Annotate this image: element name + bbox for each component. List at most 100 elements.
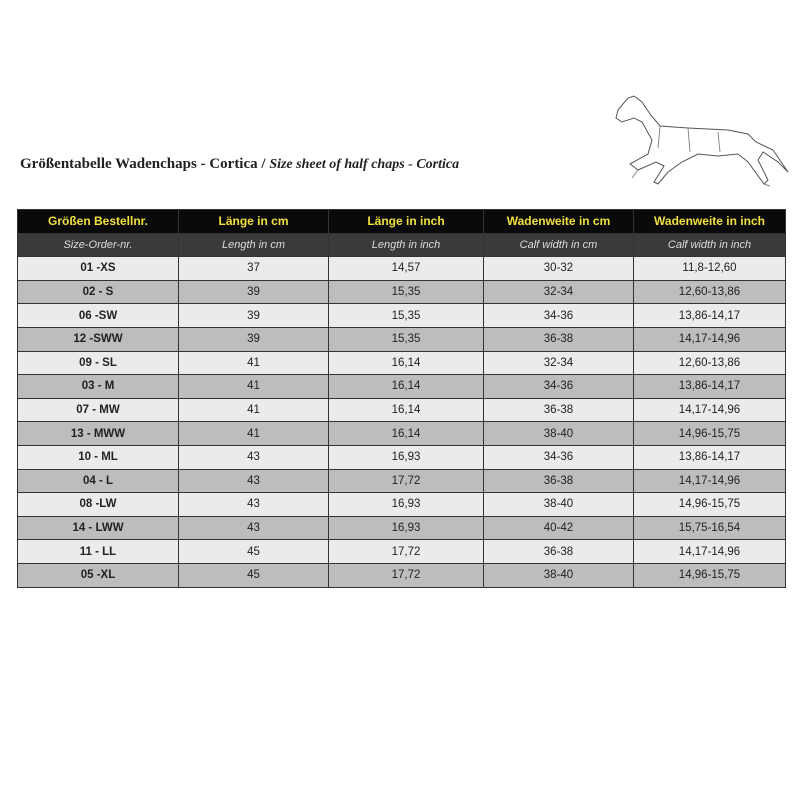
value-cell: 43 (178, 492, 329, 517)
value-cell: 45 (178, 539, 329, 564)
size-table: Größen Bestellnr. Länge in cm Länge in inc… (17, 209, 786, 588)
value-cell: 38-40 (483, 562, 634, 588)
value-cell: 12,60-13,86 (633, 350, 786, 376)
table-row: 07 - MW 41 16,14 36-38 14,17-14,96 (17, 397, 786, 423)
subheader-row: Size-Order-nr. Length in cm Length in inch… (17, 232, 786, 258)
size-cell: 07 - MW (17, 397, 179, 423)
size-cell: 10 - ML (17, 444, 179, 470)
value-cell: 37 (178, 256, 329, 281)
value-cell: 32-34 (483, 279, 634, 305)
value-cell: 14,17-14,96 (633, 468, 786, 494)
value-cell: 16,14 (328, 350, 484, 376)
column-header: Größen Bestellnr. (17, 209, 179, 234)
table-row: 06 -SW 39 15,35 34-36 13,86-14,17 (17, 303, 786, 328)
column-header: Länge in inch (328, 209, 484, 234)
size-cell: 13 - MWW (17, 421, 179, 446)
value-cell: 16,14 (328, 374, 484, 399)
value-cell: 34-36 (483, 444, 634, 470)
table-row: 02 - S 39 15,35 32-34 12,60-13,86 (17, 279, 786, 305)
title-german: Größentabelle Wadenchaps - Cortica / (20, 156, 266, 172)
value-cell: 32-34 (483, 350, 634, 376)
table-row: 14 - LWW 43 16,93 40-42 15,75-16,54 (17, 515, 786, 541)
table-row: 09 - SL 41 16,14 32-34 12,60-13,86 (17, 350, 786, 376)
table-row: 08 -LW 43 16,93 38-40 14,96-15,75 (17, 492, 786, 517)
value-cell: 36-38 (483, 468, 634, 494)
value-cell: 41 (178, 374, 329, 399)
size-cell: 01 -XS (17, 256, 179, 281)
table-row: 12 -SWW 39 15,35 36-38 14,17-14,96 (17, 326, 786, 352)
size-cell: 11 - LL (17, 539, 179, 564)
table-row: 04 - L 43 17,72 36-38 14,17-14,96 (17, 468, 786, 494)
column-subheader: Calf width in cm (483, 232, 634, 258)
value-cell: 34-36 (483, 303, 634, 328)
value-cell: 17,72 (328, 468, 484, 494)
column-subheader: Length in inch (328, 232, 484, 258)
size-cell: 09 - SL (17, 350, 179, 376)
value-cell: 14,17-14,96 (633, 326, 786, 352)
value-cell: 15,35 (328, 326, 484, 352)
value-cell: 11,8-12,60 (633, 256, 786, 281)
value-cell: 39 (178, 303, 329, 328)
value-cell: 15,35 (328, 279, 484, 305)
value-cell: 14,96-15,75 (633, 421, 786, 446)
value-cell: 14,57 (328, 256, 484, 281)
value-cell: 13,86-14,17 (633, 374, 786, 399)
title-english: Size sheet of half chaps - Cortica (269, 157, 460, 172)
table-row: 03 - M 41 16,14 34-36 13,86-14,17 (17, 374, 786, 399)
value-cell: 14,96-15,75 (633, 492, 786, 517)
column-header: Wadenweite in cm (483, 209, 634, 234)
size-cell: 12 -SWW (17, 326, 179, 352)
value-cell: 39 (178, 279, 329, 305)
value-cell: 39 (178, 326, 329, 352)
value-cell: 14,17-14,96 (633, 397, 786, 423)
size-cell: 03 - M (17, 374, 179, 399)
size-cell: 08 -LW (17, 492, 179, 517)
size-cell: 05 -XL (17, 562, 179, 588)
value-cell: 41 (178, 397, 329, 423)
column-subheader: Length in cm (178, 232, 329, 258)
value-cell: 30-32 (483, 256, 634, 281)
table-row: 10 - ML 43 16,93 34-36 13,86-14,17 (17, 444, 786, 470)
value-cell: 36-38 (483, 397, 634, 423)
value-cell: 16,93 (328, 515, 484, 541)
value-cell: 15,35 (328, 303, 484, 328)
table-row: 13 - MWW 41 16,14 38-40 14,96-15,75 (17, 421, 786, 446)
table-row: 01 -XS 37 14,57 30-32 11,8-12,60 (17, 256, 786, 281)
size-cell: 06 -SW (17, 303, 179, 328)
value-cell: 12,60-13,86 (633, 279, 786, 305)
size-cell: 04 - L (17, 468, 179, 494)
horse-illustration (615, 95, 789, 187)
table-row: 11 - LL 45 17,72 36-38 14,17-14,96 (17, 539, 786, 564)
table-row: 05 -XL 45 17,72 38-40 14,96-15,75 (17, 562, 786, 588)
column-subheader: Calf width in inch (633, 232, 786, 258)
value-cell: 43 (178, 444, 329, 470)
value-cell: 45 (178, 562, 329, 588)
value-cell: 17,72 (328, 562, 484, 588)
header-row: Größen Bestellnr. Länge in cm Länge in inc… (17, 209, 786, 234)
value-cell: 34-36 (483, 374, 634, 399)
value-cell: 16,93 (328, 492, 484, 517)
size-cell: 02 - S (17, 279, 179, 305)
value-cell: 16,14 (328, 421, 484, 446)
value-cell: 14,96-15,75 (633, 562, 786, 588)
value-cell: 13,86-14,17 (633, 444, 786, 470)
value-cell: 15,75-16,54 (633, 515, 786, 541)
value-cell: 43 (178, 515, 329, 541)
value-cell: 36-38 (483, 539, 634, 564)
value-cell: 36-38 (483, 326, 634, 352)
column-header: Länge in cm (178, 209, 329, 234)
size-cell: 14 - LWW (17, 515, 179, 541)
value-cell: 17,72 (328, 539, 484, 564)
value-cell: 16,93 (328, 444, 484, 470)
page-title: Größentabelle Wadenchaps - Cortica / Siz… (20, 156, 459, 173)
column-subheader: Size-Order-nr. (17, 232, 179, 258)
value-cell: 38-40 (483, 492, 634, 517)
value-cell: 40-42 (483, 515, 634, 541)
value-cell: 16,14 (328, 397, 484, 423)
value-cell: 38-40 (483, 421, 634, 446)
value-cell: 41 (178, 350, 329, 376)
value-cell: 14,17-14,96 (633, 539, 786, 564)
value-cell: 41 (178, 421, 329, 446)
column-header: Wadenweite in inch (633, 209, 786, 234)
value-cell: 13,86-14,17 (633, 303, 786, 328)
